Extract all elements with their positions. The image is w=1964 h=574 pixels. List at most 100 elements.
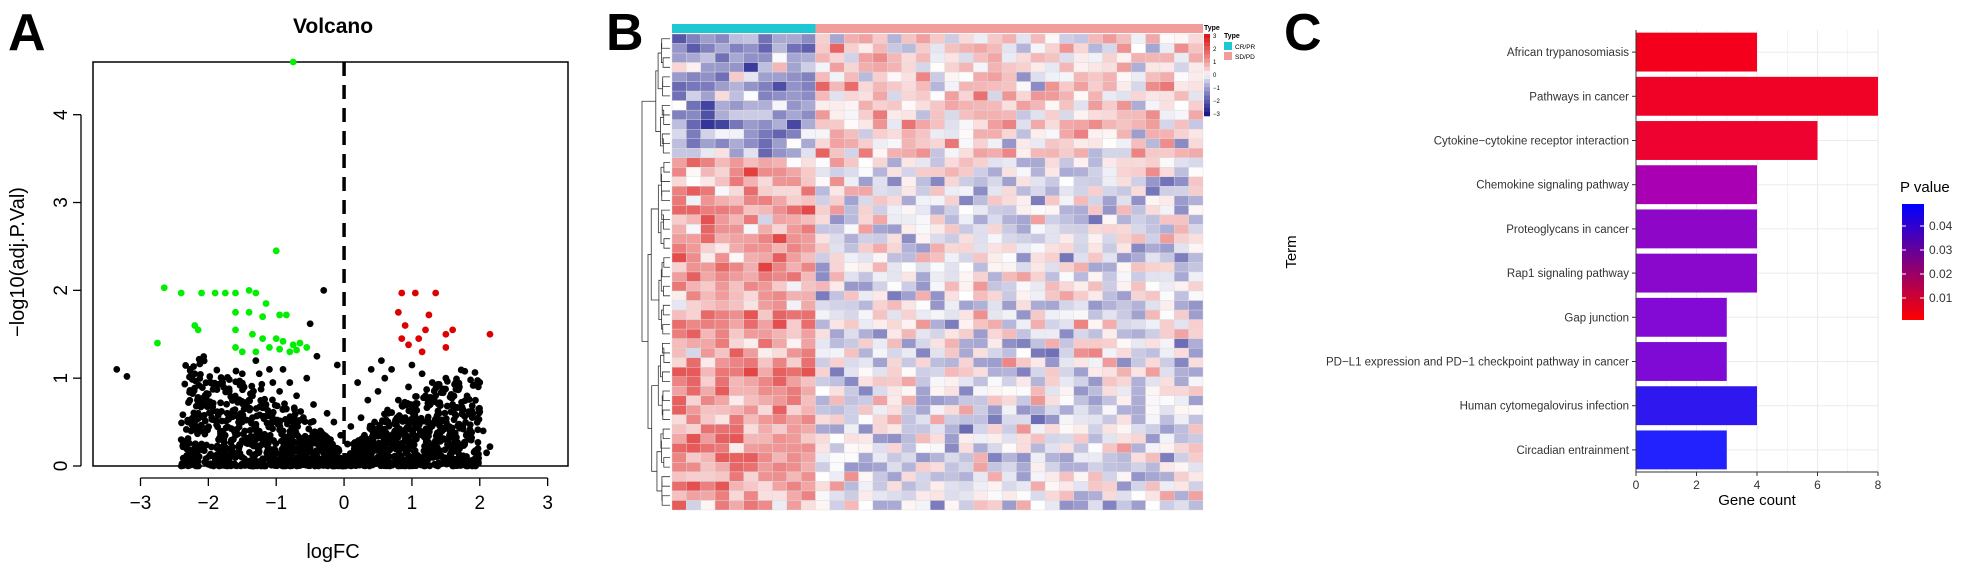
heatmap-cell: [872, 33, 888, 44]
heatmap-cell: [786, 309, 802, 320]
heatmap-cell: [714, 386, 730, 396]
heatmap-cell: [901, 347, 917, 358]
heatmap-cell: [944, 262, 960, 273]
heatmap-cell: [714, 214, 730, 225]
heatmap-cell: [1073, 167, 1089, 177]
heatmap-cell: [1116, 233, 1132, 244]
heatmap-cell: [930, 243, 945, 254]
volcano-dense-cloud: [177, 353, 484, 470]
dendrogram-branch: [657, 365, 663, 406]
heatmap-cell: [772, 500, 788, 511]
heatmap-cell: [1059, 52, 1075, 63]
heatmap-cell: [1145, 367, 1161, 377]
heatmap-cell: [714, 481, 730, 492]
heatmap-cell: [1145, 281, 1161, 292]
heatmap-cell: [1001, 71, 1017, 82]
heatmap-cell: [887, 52, 902, 63]
heatmap-cell: [872, 71, 888, 82]
heatmap-cell: [858, 224, 874, 235]
heatmap-cell: [1145, 33, 1161, 44]
heatmap-cell: [815, 414, 831, 425]
heatmap-cell: [944, 414, 960, 425]
heatmap-cell: [714, 176, 730, 187]
heatmap-type-label: CR/PR: [1235, 44, 1256, 51]
volcano-background-point: [192, 402, 200, 410]
volcano-ns-point: [252, 357, 260, 365]
heatmap-cell: [1116, 100, 1132, 111]
heatmap-cell: [844, 167, 859, 177]
heatmap-scale-step: [1204, 75, 1210, 80]
volcano-background-point: [290, 404, 298, 412]
heatmap-cell: [944, 90, 960, 101]
panel-letter-b: B: [606, 4, 644, 62]
volcano-ns-point: [364, 396, 372, 404]
heatmap-cell: [844, 414, 859, 425]
heatmap-cell: [930, 205, 945, 216]
heatmap-cell: [772, 405, 788, 415]
volcano-ns-point: [279, 427, 287, 435]
volcano-down-point: [272, 335, 280, 343]
heatmap-cell: [729, 490, 744, 501]
heatmap-cell: [1174, 167, 1189, 177]
heatmap-cell: [1116, 81, 1132, 92]
heatmap-cell: [1188, 367, 1204, 377]
heatmap-cell: [872, 357, 888, 368]
heatmap-cell: [1188, 262, 1204, 273]
heatmap-cell: [686, 443, 701, 454]
heatmap-cell: [901, 462, 917, 473]
heatmap-cell: [700, 319, 716, 330]
volcano-background-point: [392, 417, 399, 424]
heatmap-cell: [887, 71, 902, 82]
heatmap-cell: [1145, 500, 1161, 511]
heatmap-cell: [872, 119, 888, 130]
heatmap-cell: [786, 481, 802, 492]
heatmap-scale-step: [1204, 91, 1210, 96]
heatmap-cell: [958, 157, 974, 168]
heatmap-cell: [1016, 471, 1031, 482]
heatmap-cell: [1001, 186, 1017, 197]
heatmap-cell: [1131, 319, 1146, 330]
heatmap-cell: [1116, 319, 1132, 330]
heatmap-cell: [1059, 357, 1075, 368]
volcano-ns-point: [279, 365, 287, 373]
heatmap-cell: [887, 148, 902, 158]
heatmap-scale-step: [1204, 111, 1210, 117]
heatmap-cell: [714, 309, 730, 320]
heatmap-cell: [887, 462, 902, 473]
heatmap-cell: [1016, 100, 1031, 111]
heatmap-cell: [987, 195, 1003, 206]
heatmap-cell: [714, 157, 730, 168]
heatmap-cell: [1059, 109, 1075, 120]
heatmap-cell: [671, 138, 687, 149]
heatmap-cell: [757, 271, 773, 282]
heatmap-cell: [829, 33, 845, 44]
heatmap-cell: [772, 443, 788, 454]
heatmap-cell: [887, 490, 902, 501]
heatmap-cell: [958, 328, 974, 339]
volcano-down-point: [252, 289, 260, 297]
heatmap-cell: [987, 81, 1003, 92]
heatmap-cell: [844, 386, 859, 396]
heatmap-cell: [1044, 490, 1060, 501]
heatmap-cell: [1131, 376, 1146, 387]
heatmap-cell: [1087, 405, 1103, 415]
heatmap-cell: [958, 481, 974, 492]
volcano-background-point: [231, 461, 239, 469]
volcano-background-point: [275, 456, 283, 464]
heatmap-cell: [686, 81, 701, 92]
heatmap-cell: [844, 319, 859, 330]
heatmap-cell: [1030, 157, 1046, 168]
volcano-background-point: [179, 443, 187, 451]
heatmap-cell: [772, 252, 788, 263]
heatmap-cell: [930, 386, 945, 396]
heatmap-cell: [1188, 100, 1204, 111]
heatmap-cell: [1174, 481, 1189, 492]
heatmap-cell: [1116, 376, 1132, 387]
volcano-ns-point: [371, 418, 379, 426]
heatmap-cell: [958, 395, 974, 406]
heatmap-cell: [700, 52, 716, 63]
heatmap-cell: [1174, 300, 1189, 311]
heatmap-cell: [714, 357, 730, 368]
volcano-background-point: [179, 411, 187, 419]
heatmap-cell: [901, 271, 917, 282]
